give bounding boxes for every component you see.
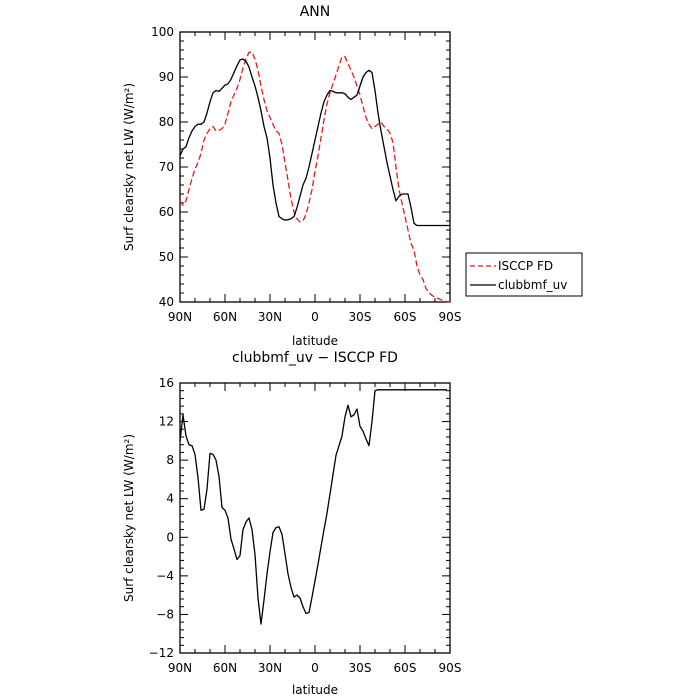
legend-label-isccp: ISCCP FD: [498, 259, 553, 273]
top-x-tick-label: 0: [311, 310, 319, 324]
bottom-x-tick-label: 0: [311, 661, 319, 675]
top-y-tick-label: 50: [159, 250, 174, 264]
top-y-tick-label: 40: [159, 295, 174, 309]
top-y-tick-label: 70: [159, 160, 174, 174]
bottom-plot-frame: [179, 382, 451, 654]
top-y-tick-label: 100: [151, 25, 174, 39]
legend: ISCCP FD clubbmf_uv: [465, 252, 583, 297]
bottom-x-tick-label: 90S: [439, 661, 462, 675]
top-x-axis-label: latitude: [292, 334, 338, 348]
top-panel: ANN 90N 60N 30N 0 30S 60S 90S 40 50 60 70 80 90 100 l…: [122, 4, 583, 348]
top-y-tick-label: 60: [159, 205, 174, 219]
bottom-chart-title: clubbmf_uv − ISCCP FD: [232, 350, 398, 366]
bottom-series-line-0: [179, 389, 447, 625]
bottom-y-tick-label: 12: [159, 415, 174, 429]
top-x-tick-label: 60N: [213, 310, 237, 324]
bottom-axis-ticks: 90N 60N 30N 0 30S 60S 90S −12 −8 −4 0 4 8 12 16: [149, 376, 462, 675]
top-x-tick-label: 90S: [439, 310, 462, 324]
bottom-y-tick-label: −12: [149, 646, 174, 660]
bottom-series-group: [179, 389, 447, 625]
top-y-tick-label: 80: [159, 115, 174, 129]
top-series-line-isccp-fd: [179, 51, 451, 303]
bottom-y-tick-label: −8: [156, 607, 174, 621]
top-x-tick-label: 30S: [349, 310, 372, 324]
top-series-group: [179, 51, 451, 303]
bottom-y-tick-label: 8: [166, 453, 174, 467]
bottom-x-tick-label: 60N: [213, 661, 237, 675]
bottom-y-tick-label: −4: [156, 569, 174, 583]
bottom-y-tick-label: 16: [159, 376, 174, 390]
top-x-tick-label: 60S: [394, 310, 417, 324]
bottom-y-axis-label: Surf clearsky net LW (W/m²): [122, 434, 136, 602]
bottom-x-tick-label: 90N: [168, 661, 192, 675]
bottom-y-tick-label: 0: [166, 530, 174, 544]
bottom-panel: clubbmf_uv − ISCCP FD 90N 60N 30N 0 30S 60S 90…: [122, 350, 461, 697]
bottom-x-tick-label: 30S: [349, 661, 372, 675]
top-x-tick-label: 90N: [168, 310, 192, 324]
bottom-x-axis-label: latitude: [292, 683, 338, 697]
top-chart-title: ANN: [300, 4, 331, 20]
top-y-axis-label: Surf clearsky net LW (W/m²): [122, 83, 136, 251]
bottom-x-tick-label: 60S: [394, 661, 417, 675]
top-x-tick-label: 30N: [258, 310, 282, 324]
top-series-line-clubbmf-uv: [179, 58, 450, 227]
bottom-y-tick-label: 4: [166, 492, 174, 506]
bottom-x-tick-label: 30N: [258, 661, 282, 675]
legend-box: [465, 252, 583, 297]
top-axis-ticks: 90N 60N 30N 0 30S 60S 90S 40 50 60 70 80 90 100: [151, 25, 461, 324]
top-plot-frame: [179, 31, 451, 303]
top-y-tick-label: 90: [159, 70, 174, 84]
legend-label-clubbmf: clubbmf_uv: [498, 278, 567, 292]
